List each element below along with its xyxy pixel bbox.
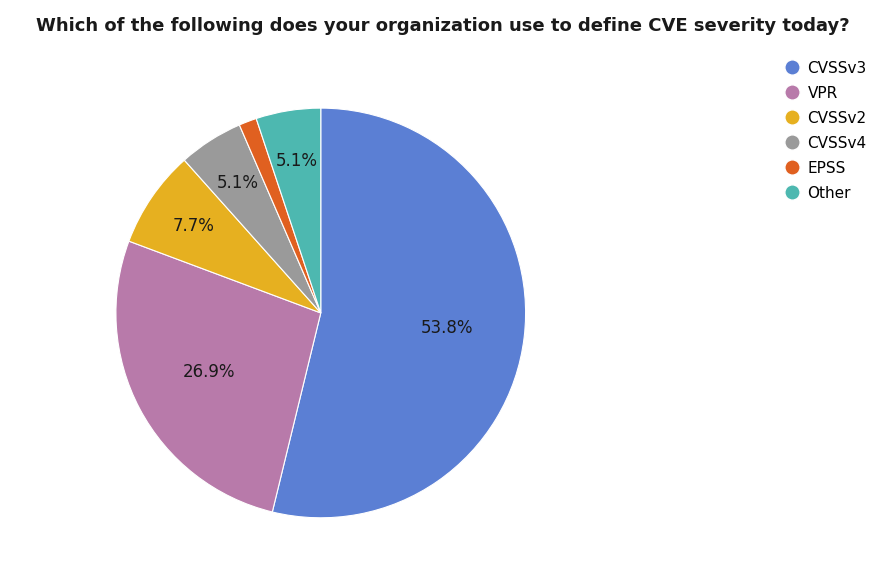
- Text: 5.1%: 5.1%: [217, 175, 259, 192]
- Text: 5.1%: 5.1%: [275, 152, 317, 170]
- Wedge shape: [116, 241, 321, 512]
- Text: Which of the following does your organization use to define CVE severity today?: Which of the following does your organiz…: [36, 17, 849, 35]
- Wedge shape: [184, 125, 321, 313]
- Wedge shape: [257, 108, 321, 313]
- Text: 7.7%: 7.7%: [173, 217, 215, 235]
- Text: 26.9%: 26.9%: [183, 364, 234, 381]
- Wedge shape: [240, 118, 321, 313]
- Legend: CVSSv3, VPR, CVSSv2, CVSSv4, EPSS, Other: CVSSv3, VPR, CVSSv2, CVSSv4, EPSS, Other: [780, 53, 874, 208]
- Wedge shape: [129, 160, 321, 313]
- Text: 53.8%: 53.8%: [421, 319, 473, 337]
- Wedge shape: [273, 108, 526, 518]
